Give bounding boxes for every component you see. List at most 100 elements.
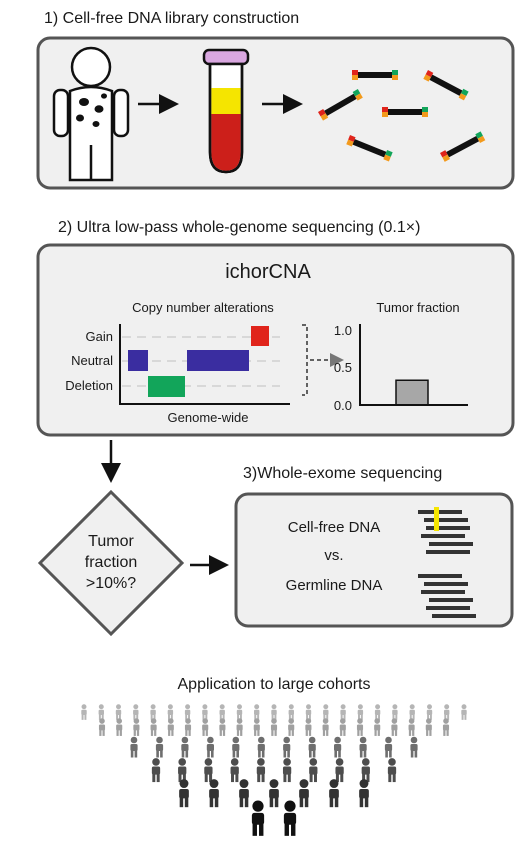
crowd-person-icon bbox=[202, 718, 209, 736]
crowd-person-icon bbox=[361, 758, 370, 783]
crowd-person-icon bbox=[253, 718, 260, 736]
cna-title: Copy number alterations bbox=[132, 300, 274, 315]
crowd-person-icon bbox=[329, 779, 339, 808]
patient-icon bbox=[52, 46, 130, 182]
crowd-person-icon bbox=[283, 736, 291, 758]
crowd-person-icon bbox=[256, 758, 266, 783]
crowd-person-icon bbox=[254, 704, 260, 720]
crowd-person-icon bbox=[426, 704, 433, 720]
crowd-person-icon bbox=[133, 704, 139, 720]
crowd-person-icon bbox=[81, 704, 87, 720]
crowd-person-icon bbox=[461, 704, 467, 720]
tumor-fraction-title: Tumor fraction bbox=[376, 300, 459, 315]
crowd-person-icon bbox=[115, 704, 122, 720]
crowd-person-icon bbox=[270, 718, 278, 736]
crowd-person-icon bbox=[230, 758, 239, 783]
step3-title: 3)Whole-exome sequencing bbox=[243, 465, 442, 482]
crowd-person-icon bbox=[150, 718, 157, 736]
cfdna-label: Cell-free DNA bbox=[288, 519, 381, 536]
crowd-person-icon bbox=[181, 736, 189, 758]
y-tick-0: 0.0 bbox=[334, 398, 352, 413]
deletion-segment bbox=[148, 376, 185, 397]
crowd-person-icon bbox=[410, 736, 418, 758]
crowd-person-icon bbox=[305, 718, 312, 736]
crowd-person-icon bbox=[219, 718, 226, 736]
tumor-fraction-plot: Tumor fraction 1.0 0.5 0.0 bbox=[334, 300, 468, 413]
crowd-person-icon bbox=[167, 718, 174, 736]
decision-line-1: Tumor bbox=[88, 533, 134, 550]
crowd-person-icon bbox=[374, 718, 381, 736]
crowd-person-icon bbox=[357, 704, 364, 720]
crowd-person-icon bbox=[178, 758, 187, 783]
decision-line-2: fraction bbox=[85, 554, 137, 571]
crowd-person-icon bbox=[151, 758, 161, 783]
tumor-spots bbox=[76, 93, 107, 127]
crowd-person-icon bbox=[271, 704, 277, 720]
crowd-person-icon bbox=[408, 718, 415, 736]
tumor-fraction-bar bbox=[395, 379, 429, 406]
row-label-deletion: Deletion bbox=[65, 378, 113, 393]
crowd-person-icon bbox=[269, 779, 279, 808]
cna-x-label: Genome-wide bbox=[168, 410, 249, 425]
row-label-neutral: Neutral bbox=[71, 353, 113, 368]
neutral-segment-2 bbox=[187, 350, 249, 371]
crowd-person-icon bbox=[374, 704, 381, 720]
crowd-person-icon bbox=[444, 704, 450, 720]
crowd-person-icon bbox=[236, 718, 243, 736]
crowd-person-icon bbox=[206, 736, 214, 758]
crowd-person-icon bbox=[288, 704, 294, 720]
crowd-person-icon bbox=[356, 718, 364, 736]
crowd-person-icon bbox=[155, 736, 164, 758]
crowd-person-icon bbox=[309, 758, 318, 783]
crowd-person-icon bbox=[239, 779, 249, 808]
crowd-person-icon bbox=[283, 800, 297, 836]
crowd-person-icon bbox=[384, 736, 393, 758]
crowd-person-icon bbox=[257, 736, 265, 758]
crowd-person-icon bbox=[167, 704, 174, 720]
crowd-person-icon bbox=[340, 704, 346, 720]
crowd-person-icon bbox=[339, 718, 346, 736]
crowd-person-icon bbox=[391, 718, 398, 736]
crowd-person-icon bbox=[323, 704, 329, 720]
cna-axes bbox=[119, 324, 290, 405]
tumor-fraction-axes bbox=[359, 324, 468, 406]
crowd-person-icon bbox=[184, 718, 192, 736]
crowd-person-icon bbox=[335, 758, 344, 783]
crowd-person-icon bbox=[232, 736, 240, 758]
germline-reads bbox=[418, 574, 476, 618]
crowd-person-icon bbox=[98, 718, 106, 736]
cohort-crowd-icon bbox=[81, 704, 467, 836]
gain-segment bbox=[251, 326, 269, 346]
crowd-person-icon bbox=[288, 718, 295, 736]
step2-title: 2) Ultra low-pass whole-genome sequencin… bbox=[58, 219, 420, 236]
crowd-person-icon bbox=[202, 704, 208, 720]
crowd-person-icon bbox=[359, 779, 369, 808]
crowd-person-icon bbox=[322, 718, 329, 736]
blood-tube-icon bbox=[202, 48, 250, 174]
crowd-person-icon bbox=[305, 704, 312, 720]
crowd-person-icon bbox=[299, 779, 309, 808]
crowd-person-icon bbox=[116, 718, 123, 736]
y-tick-0-5: 0.5 bbox=[334, 360, 352, 375]
crowd-person-icon bbox=[219, 704, 225, 720]
vs-label: vs. bbox=[324, 547, 343, 564]
crowd-person-icon bbox=[179, 779, 189, 808]
decision-diamond: Tumor fraction >10%? bbox=[37, 489, 185, 637]
crowd-person-icon bbox=[334, 736, 342, 758]
step1-title: 1) Cell-free DNA library construction bbox=[44, 10, 299, 27]
row-label-gain: Gain bbox=[86, 329, 113, 344]
variant-marker bbox=[434, 507, 439, 531]
crowd-person-icon bbox=[359, 736, 367, 758]
crowd-person-icon bbox=[150, 704, 156, 720]
crowd-person-icon bbox=[236, 704, 243, 720]
crowd-person-icon bbox=[133, 718, 140, 736]
crowd-person-icon bbox=[392, 704, 398, 720]
cohort-title: Application to large cohorts bbox=[178, 676, 371, 693]
y-tick-1: 1.0 bbox=[334, 323, 352, 338]
neutral-segment-1 bbox=[128, 350, 148, 371]
cna-to-fraction-arrow bbox=[302, 324, 344, 396]
step3-panel bbox=[234, 492, 514, 628]
decision-line-3: >10%? bbox=[86, 575, 136, 592]
crowd-person-icon bbox=[130, 736, 138, 758]
